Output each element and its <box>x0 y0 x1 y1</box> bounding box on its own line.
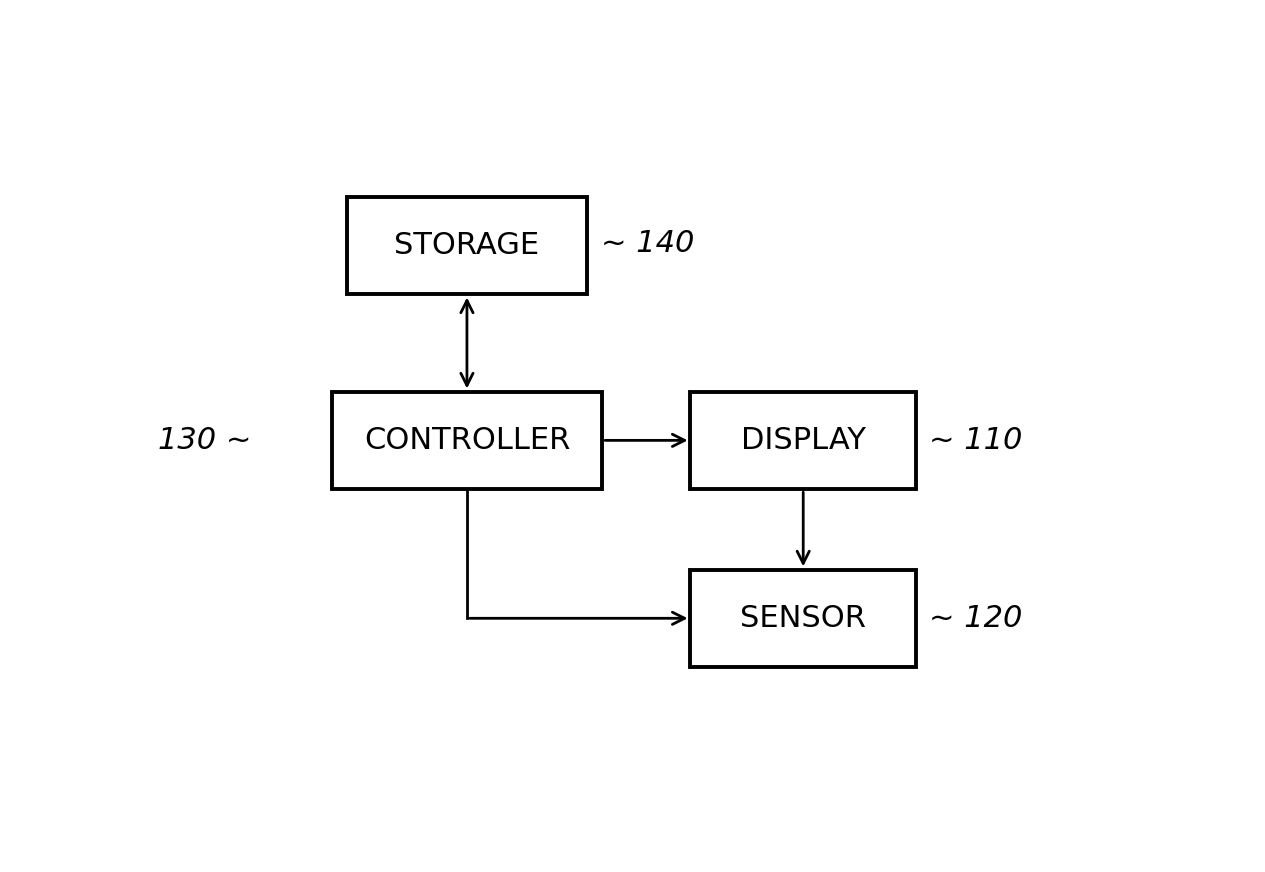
Bar <box>691 392 916 489</box>
Text: DISPLAY: DISPLAY <box>741 426 865 455</box>
Bar <box>333 392 602 489</box>
Text: 130 ~: 130 ~ <box>158 426 252 455</box>
Text: ~ 120: ~ 120 <box>929 603 1022 633</box>
Text: SENSOR: SENSOR <box>740 603 867 633</box>
Text: CONTROLLER: CONTROLLER <box>364 426 571 455</box>
Bar <box>691 569 916 667</box>
Text: ~ 110: ~ 110 <box>929 426 1022 455</box>
Bar <box>347 197 587 295</box>
Text: ~ 140: ~ 140 <box>601 229 694 258</box>
Text: STORAGE: STORAGE <box>395 231 539 260</box>
